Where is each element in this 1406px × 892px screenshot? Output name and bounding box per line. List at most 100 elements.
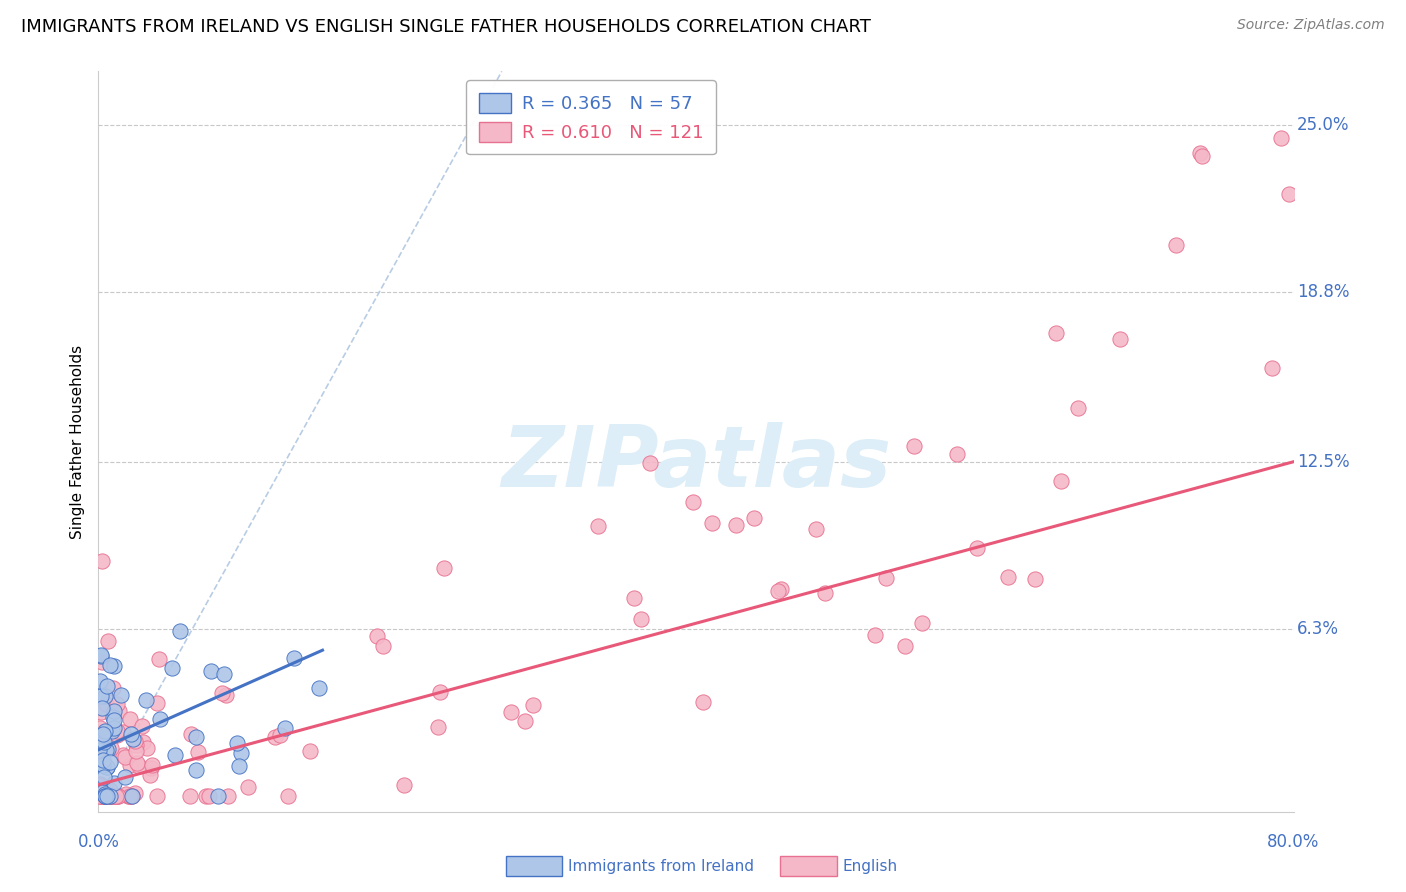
Point — [163, 748, 186, 763]
Y-axis label: Single Father Households: Single Father Households — [70, 344, 86, 539]
Point — [89, 777, 111, 791]
Text: Immigrants from Ireland: Immigrants from Ireland — [568, 859, 754, 873]
Point — [501, 705, 523, 719]
Point — [160, 661, 183, 675]
Point — [211, 686, 233, 700]
Point — [110, 688, 132, 702]
Point — [146, 789, 169, 803]
Point — [107, 789, 129, 803]
Point — [1067, 401, 1090, 415]
Point — [90, 701, 112, 715]
Point — [966, 541, 988, 556]
Point — [90, 648, 112, 662]
Point — [93, 735, 115, 749]
Point — [371, 639, 394, 653]
Point — [96, 679, 118, 693]
Point — [1049, 474, 1071, 488]
Point — [93, 789, 115, 803]
Text: IMMIGRANTS FROM IRELAND VS ENGLISH SINGLE FATHER HOUSEHOLDS CORRELATION CHART: IMMIGRANTS FROM IRELAND VS ENGLISH SINGL… — [21, 18, 870, 36]
Point — [107, 789, 129, 803]
Text: Source: ZipAtlas.com: Source: ZipAtlas.com — [1237, 18, 1385, 32]
Point — [131, 719, 153, 733]
Point — [103, 704, 125, 718]
Point — [1189, 145, 1212, 160]
Point — [117, 789, 139, 803]
Text: 12.5%: 12.5% — [1298, 453, 1350, 471]
Point — [96, 781, 118, 796]
Point — [200, 664, 222, 678]
Point — [814, 586, 837, 600]
Point — [124, 787, 146, 801]
Point — [93, 789, 115, 803]
Point — [236, 780, 259, 795]
Point — [118, 789, 141, 803]
Point — [118, 758, 141, 772]
Point — [87, 789, 110, 803]
Point — [100, 789, 122, 803]
Point — [997, 570, 1019, 584]
Point — [96, 759, 118, 773]
Point — [169, 624, 191, 638]
Point — [1278, 186, 1301, 201]
Point — [103, 713, 125, 727]
Point — [146, 696, 169, 710]
Point — [128, 759, 150, 773]
Point — [101, 789, 124, 803]
Point — [103, 776, 125, 790]
Point — [94, 787, 117, 801]
Point — [198, 789, 221, 803]
Point — [93, 770, 115, 784]
Point — [724, 518, 747, 533]
Point — [121, 789, 143, 803]
Point — [105, 728, 128, 742]
Point — [875, 571, 897, 585]
Point — [139, 768, 162, 782]
Point — [946, 447, 969, 461]
Point — [187, 745, 209, 759]
Point — [89, 673, 111, 688]
Point — [1191, 149, 1213, 163]
Point — [91, 752, 114, 766]
Point — [98, 755, 121, 769]
Point — [125, 756, 148, 771]
Point — [90, 789, 112, 803]
Point — [274, 721, 297, 735]
Point — [91, 731, 114, 746]
Point — [392, 778, 415, 792]
Point — [98, 783, 121, 797]
Point — [90, 705, 112, 719]
Text: 6.3%: 6.3% — [1298, 620, 1339, 638]
Point — [215, 688, 238, 702]
Point — [186, 730, 208, 744]
Point — [89, 743, 111, 757]
Point — [682, 495, 704, 509]
Point — [894, 639, 917, 653]
Point — [180, 727, 202, 741]
Point — [100, 740, 122, 755]
Point — [105, 724, 128, 739]
Point — [903, 439, 925, 453]
Point — [863, 628, 886, 642]
Point — [97, 742, 120, 756]
Point — [114, 770, 136, 784]
Text: ZIPatlas: ZIPatlas — [501, 422, 891, 505]
Point — [91, 758, 114, 772]
Point — [97, 634, 120, 648]
Point — [104, 789, 127, 803]
Point — [90, 689, 112, 703]
Point — [100, 789, 122, 803]
Point — [89, 721, 111, 735]
Text: 25.0%: 25.0% — [1298, 116, 1350, 134]
Point — [429, 685, 451, 699]
Point — [115, 788, 138, 802]
Point — [804, 523, 827, 537]
Point — [90, 554, 112, 568]
Point — [135, 693, 157, 707]
Point — [269, 728, 291, 742]
Point — [742, 511, 765, 525]
Legend: R = 0.365   N = 57, R = 0.610   N = 121: R = 0.365 N = 57, R = 0.610 N = 121 — [465, 80, 716, 154]
Point — [194, 789, 217, 803]
Point — [433, 561, 456, 575]
Point — [623, 591, 645, 605]
Point — [98, 658, 121, 673]
